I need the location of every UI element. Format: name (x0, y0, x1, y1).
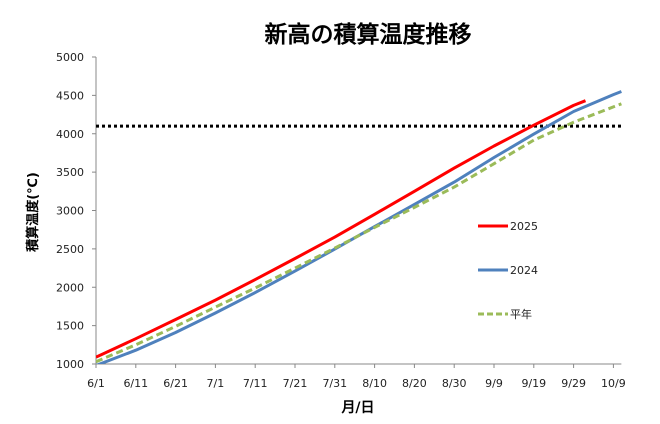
legend-label: 2024 (510, 264, 538, 277)
y-tick-label: 3000 (56, 205, 84, 218)
y-tick-label: 1500 (56, 320, 84, 333)
legend-label: 平年 (510, 307, 532, 321)
x-tick-label: 8/20 (402, 377, 427, 390)
y-tick-label: 4500 (56, 89, 84, 102)
series-line-平年 (96, 102, 622, 364)
x-tick-label: 8/30 (442, 377, 467, 390)
x-tick-label: 7/21 (283, 377, 308, 390)
y-tick-label: 4000 (56, 128, 84, 141)
y-tick-label: 1000 (56, 358, 84, 371)
x-tick-label: 9/29 (561, 377, 586, 390)
legend-label: 2025 (510, 220, 538, 233)
x-tick-label: 10/9 (601, 377, 626, 390)
y-tick-label: 2000 (56, 281, 84, 294)
chart-title: 新高の積算温度推移 (265, 21, 472, 48)
x-tick-label: 8/10 (362, 377, 387, 390)
y-tick-label: 2500 (56, 243, 84, 256)
series-line-2024 (96, 90, 622, 364)
x-tick-label: 7/31 (322, 377, 347, 390)
y-tick-label: 5000 (56, 51, 84, 64)
y-axis-label: 積算温度(℃) (25, 172, 41, 253)
x-axis-label: 月/日 (340, 400, 374, 416)
series-line-2025 (96, 99, 587, 359)
x-tick-label: 6/21 (163, 377, 188, 390)
x-tick-label: 7/11 (243, 377, 268, 390)
x-tick-label: 9/9 (485, 377, 503, 390)
x-tick-label: 6/11 (123, 377, 148, 390)
x-tick-label: 9/19 (521, 377, 546, 390)
x-tick-label: 6/1 (87, 377, 105, 390)
x-tick-label: 7/1 (207, 377, 225, 390)
y-tick-label: 3500 (56, 166, 84, 179)
